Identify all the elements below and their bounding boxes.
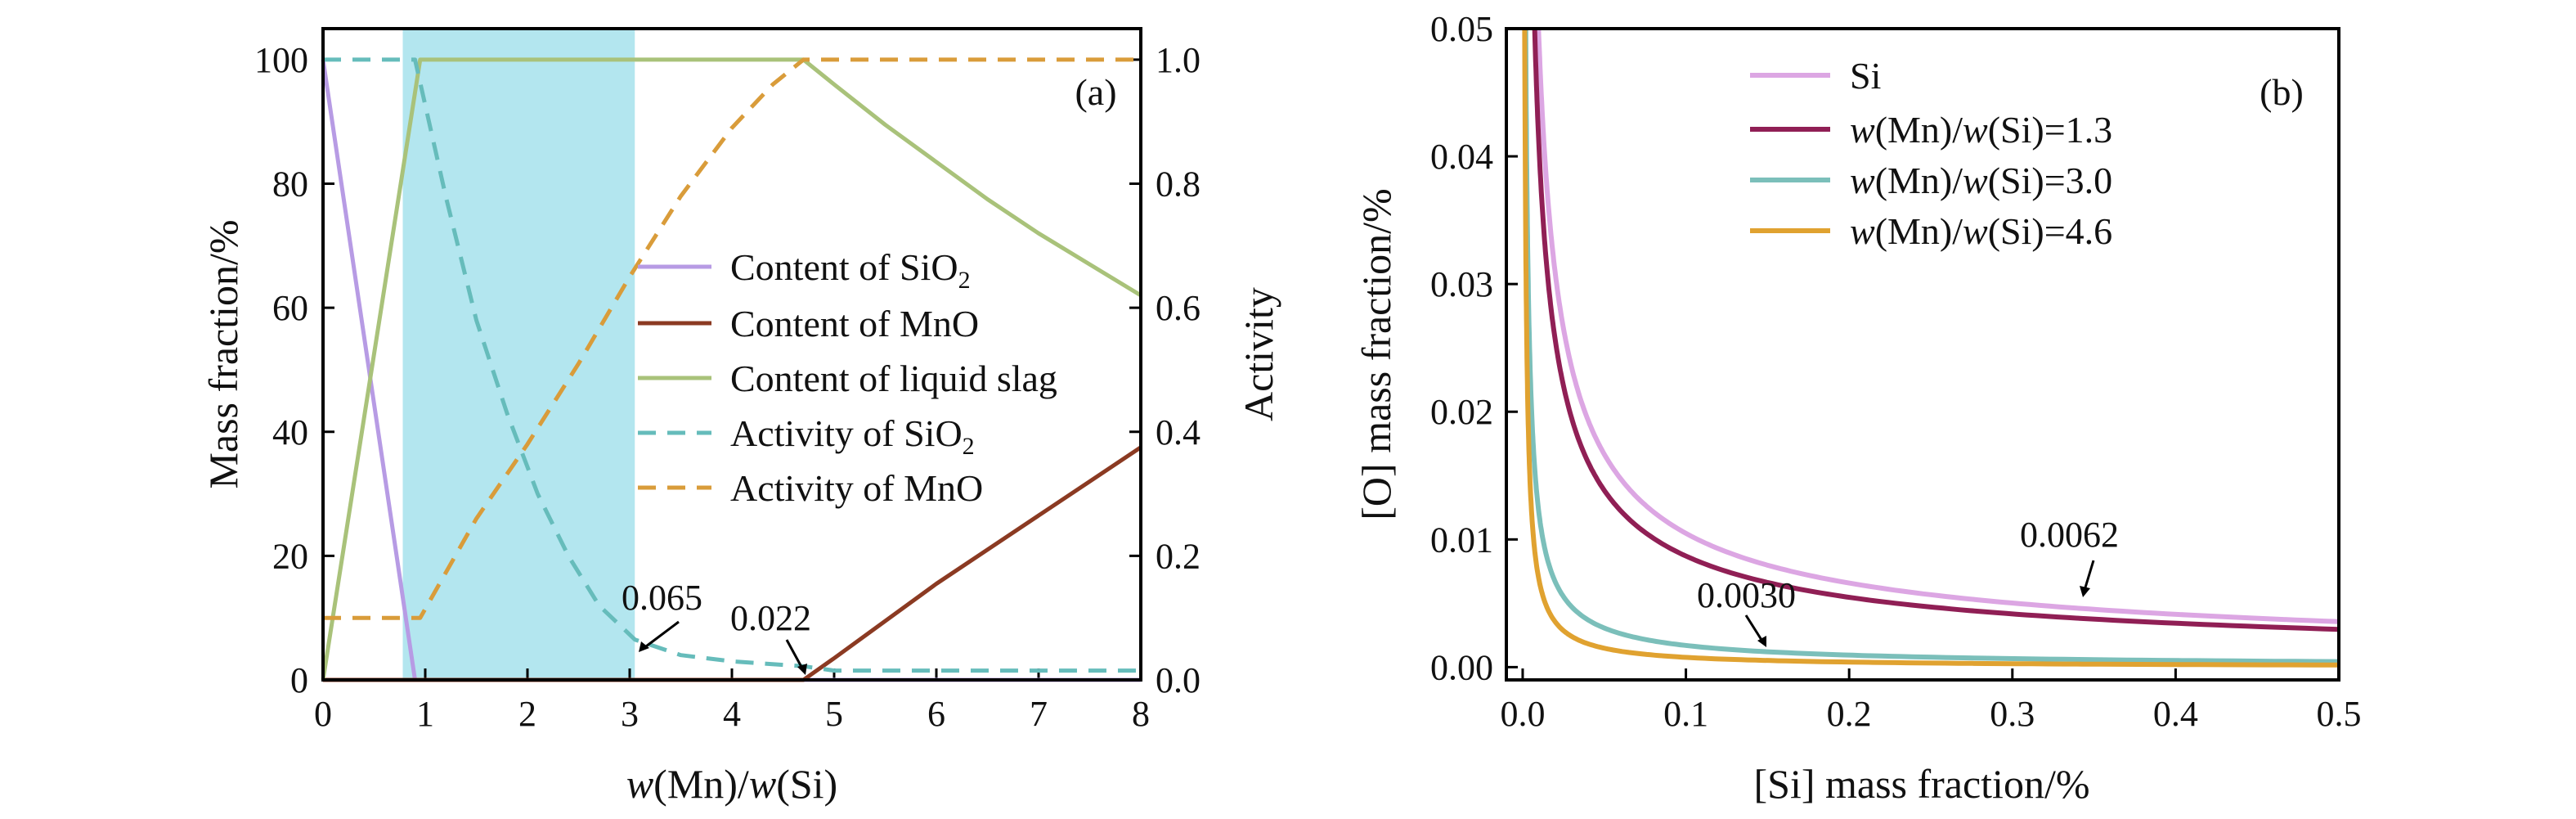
panel-a-y2-tick-labels: 0.0 0.2 0.4 0.6 0.8 1.0 — [1156, 40, 1200, 700]
x-tick-label-5: 5 — [825, 694, 843, 734]
x-tick-label-3: 3 — [621, 694, 639, 734]
panel-a-tag: (a) — [1075, 71, 1116, 113]
y2-tick-label-0-2: 0.2 — [1156, 536, 1200, 576]
x-tick-label-0: 0 — [314, 694, 332, 734]
x-tick-label-1: 1 — [416, 694, 434, 734]
annotation-00030-arrow — [1744, 614, 1763, 641]
panel-a: 0 1 2 3 4 5 6 7 8 0 20 40 60 80 100 0.0 0.2 0.4 0.6 0.8 1.… — [200, 27, 1281, 807]
panel-b-x-tick-labels: 0.0 0.1 0.2 0.3 0.4 0.5 — [1500, 694, 2361, 734]
panel-b-frame — [1505, 27, 2340, 682]
annotation-00062-arrow — [2084, 560, 2095, 588]
annotation-00030: 0.0030 — [1697, 575, 1796, 615]
y2-tick-label-0-6: 0.6 — [1156, 288, 1200, 328]
b-x-tick-label-0-4: 0.4 — [2153, 694, 2198, 734]
x-tick-label-6: 6 — [927, 694, 945, 734]
legend-label-ratio-4-6: w(Mn)/w(Si)=4.6 — [1850, 210, 2112, 252]
b-y-tick-label-0-00: 0.00 — [1430, 647, 1493, 687]
panel-b-tag: (b) — [2260, 71, 2304, 113]
b-x-tick-label-0-5: 0.5 — [2317, 694, 2362, 734]
x-tick-label-4: 4 — [723, 694, 741, 734]
x-tick-label-2: 2 — [518, 694, 536, 734]
annotation-0065-arrow — [645, 620, 680, 648]
panel-a-y-axis-title: Mass fraction/% — [200, 219, 246, 488]
series-w-mn-w-si-4-6 — [1522, 29, 2339, 668]
legend-label-sio2-content: Content of SiO2 — [730, 246, 971, 294]
annotation-0065: 0.065 — [622, 578, 702, 618]
b-x-tick-label-0-1: 0.1 — [1663, 694, 1708, 734]
panel-b-x-axis-title: [Si] mass fraction/% — [1753, 761, 2089, 807]
y-tick-label-20: 20 — [272, 536, 308, 576]
b-x-tick-label-0-0: 0.0 — [1500, 694, 1545, 734]
legend-label-ratio-3-0: w(Mn)/w(Si)=3.0 — [1850, 160, 2112, 201]
shaded-region — [402, 29, 635, 680]
panel-a-frame — [321, 27, 1142, 682]
y-tick-label-60: 60 — [272, 288, 308, 328]
y-tick-label-80: 80 — [272, 164, 308, 205]
y2-tick-label-0-0: 0.0 — [1156, 660, 1200, 700]
panel-a-x-axis-title: w(Mn)/w(Si) — [626, 761, 837, 807]
series-activity-of-sio2 — [323, 57, 1141, 673]
legend-label-sio2-activity: Activity of SiO2 — [730, 412, 975, 460]
annotation-0065-arrowhead — [639, 641, 649, 652]
series-content-of-mno — [323, 445, 1142, 682]
annotation-0022-arrowhead — [797, 664, 807, 675]
b-x-tick-label-0-3: 0.3 — [1990, 694, 2035, 734]
x-tick-label-8: 8 — [1132, 694, 1150, 734]
panel-b-series — [1522, 29, 2339, 668]
series-w-mn-w-si-3-0 — [1523, 29, 2339, 664]
b-y-tick-label-0-04: 0.04 — [1430, 137, 1493, 177]
b-y-tick-label-0-03: 0.03 — [1430, 264, 1493, 304]
annotation-0022-arrow — [785, 639, 803, 668]
series-activity-of-mno — [323, 57, 1141, 620]
annotation-00030-arrowhead — [1757, 636, 1766, 647]
legend-label-mno-content: Content of MnO — [730, 303, 979, 344]
x-tick-label-7: 7 — [1030, 694, 1048, 734]
panel-b-y-axis-title: [O] mass fraction/% — [1353, 188, 1399, 520]
y2-tick-label-0-8: 0.8 — [1156, 164, 1200, 205]
b-y-tick-label-0-01: 0.01 — [1430, 520, 1493, 560]
b-y-tick-label-0-02: 0.02 — [1430, 392, 1493, 432]
y-tick-label-40: 40 — [272, 412, 308, 452]
legend-label-ratio-1-3: w(Mn)/w(Si)=1.3 — [1850, 109, 2112, 151]
annotation-00062: 0.0062 — [2020, 515, 2119, 555]
y-tick-label-100: 100 — [254, 40, 308, 80]
series-w-mn-w-si-1-3 — [1532, 29, 2339, 632]
panel-b-legend: Si w(Mn)/w(Si)=1.3 w(Mn)/w(Si)=3.0 w(Mn)… — [1750, 55, 2112, 252]
legend-label-liquid-slag: Content of liquid slag — [730, 358, 1057, 399]
b-x-tick-label-0-2: 0.2 — [1827, 694, 1872, 734]
annotation-0022: 0.022 — [730, 598, 811, 638]
panel-a-y2-axis-title: Activity — [1236, 287, 1281, 421]
y2-tick-label-0-4: 0.4 — [1156, 412, 1200, 452]
b-y-tick-label-0-05: 0.05 — [1430, 9, 1493, 49]
panel-a-x-tick-labels: 0 1 2 3 4 5 6 7 8 — [314, 694, 1150, 734]
y2-tick-label-1-0: 1.0 — [1156, 40, 1200, 80]
panel-b: 0.0 0.1 0.2 0.3 0.4 0.5 0.000.010.020.030.040… — [1353, 9, 2362, 807]
annotation-00062-arrowhead — [2080, 586, 2090, 597]
legend-label-si: Si — [1850, 55, 1881, 97]
panel-b-y-tick-labels: 0.00 0.01 0.02 0.03 0.04 0.05 — [1430, 9, 1493, 687]
panel-a-legend: Content of SiO2 Content of MnO Content o… — [638, 246, 1057, 509]
y-tick-label-0: 0 — [290, 660, 308, 700]
series-si — [1536, 29, 2339, 624]
series-content-of-liquid-slag — [321, 57, 1142, 681]
panel-a-y-tick-labels: 0 20 40 60 80 100 — [254, 40, 308, 700]
legend-label-mno-activity: Activity of MnO — [730, 467, 983, 509]
